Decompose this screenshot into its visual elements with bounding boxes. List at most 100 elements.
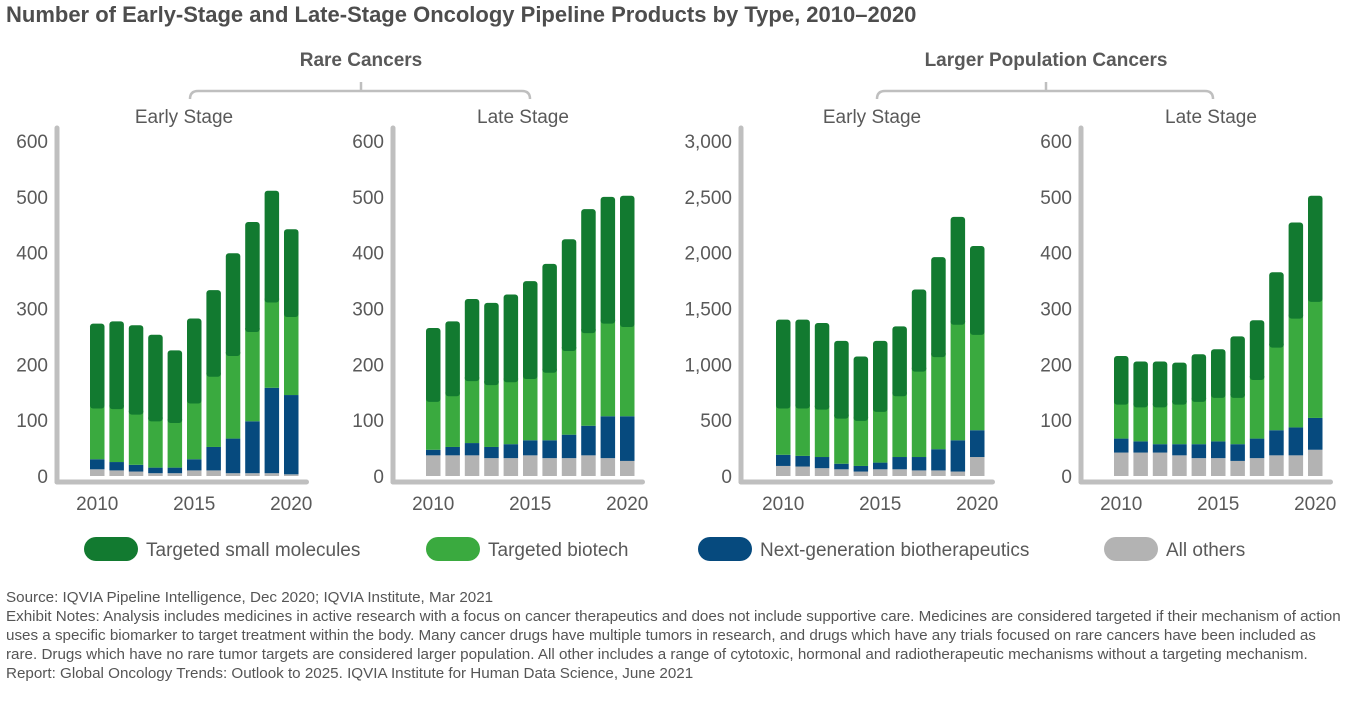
panel-3-bar-2014-next-generation-biotherapeutics <box>853 465 869 472</box>
panel-3-bar-2015-targeted-biotech <box>873 407 888 463</box>
legend-swatch-targeted-biotech <box>426 537 480 561</box>
panel-1-bar-2020-next-generation-biotherapeutics <box>284 395 299 475</box>
panel-1-bar-2018-next-generation-biotherapeutics <box>245 421 260 474</box>
panel-4-title: Late Stage <box>1165 107 1257 128</box>
panel-4-bar-2013-targeted-biotech <box>1172 400 1187 445</box>
panel-4-bar-2018-all-others <box>1269 455 1284 476</box>
panel-1-bar-2019-next-generation-biotherapeutics <box>264 387 280 474</box>
panel-1-bar-2016-next-generation-biotherapeutics <box>206 446 221 471</box>
panel-3-y-tick-label: 2,000 <box>684 244 732 265</box>
legend-label-all-others: All others <box>1166 540 1245 561</box>
panel-3-y-tick-label: 0 <box>721 467 732 488</box>
panel-1-bar-2012-targeted-small-molecules <box>128 325 144 415</box>
panel-3-x-tick-label: 2010 <box>762 494 804 515</box>
panel-2-bar-2012-targeted-biotech <box>464 377 480 444</box>
panel-4-bar-2020-targeted-small-molecules <box>1308 195 1323 302</box>
panel-1-x-tick-label: 2015 <box>173 494 215 515</box>
panel-1-bar-2014-targeted-biotech <box>167 419 183 468</box>
panel-3-bar-2013-targeted-small-molecules <box>834 340 849 419</box>
panel-1-bar-2011-targeted-small-molecules <box>109 321 124 410</box>
panel-2-bar-2020-targeted-small-molecules <box>620 195 635 328</box>
panel-4-bar-2017-all-others <box>1249 458 1265 476</box>
panel-1-bar-2017-targeted-biotech <box>225 352 241 439</box>
panel-4-bar-2020-next-generation-biotherapeutics <box>1308 417 1323 450</box>
panel-1-y-tick-label: 500 <box>16 188 48 209</box>
panel-4-y-tick-label: 500 <box>1040 188 1072 209</box>
panel-3-bar-2017-targeted-biotech <box>911 367 927 458</box>
chart-title: Number of Early-Stage and Late-Stage Onc… <box>6 2 917 27</box>
panel-4-y-tick-label: 300 <box>1040 300 1072 321</box>
panel-4-x-tick-label: 2015 <box>1197 494 1239 515</box>
panel-2-bar-2018-all-others <box>581 455 596 476</box>
panel-2-bar-2012-next-generation-biotherapeutics <box>464 443 480 456</box>
panel-3-bar-2011-all-others <box>795 466 810 476</box>
panel-1-bar-2015-targeted-biotech <box>187 399 202 460</box>
panel-2-bar-2015-all-others <box>523 455 538 476</box>
panel-2-y-tick-label: 0 <box>373 467 384 488</box>
panel-3-bar-2011-targeted-small-molecules <box>795 319 810 409</box>
legend-swatch-all-others <box>1104 537 1158 561</box>
panel-1-bar-2018-targeted-small-molecules <box>245 221 260 333</box>
panel-2-x-tick-label: 2020 <box>606 494 648 515</box>
panel-1-bar-2018-targeted-biotech <box>245 328 260 422</box>
panel-4-bar-2012-next-generation-biotherapeutics <box>1152 444 1168 453</box>
panel-2-bar-2013-targeted-small-molecules <box>484 302 499 386</box>
panel-4-bar-2015-next-generation-biotherapeutics <box>1211 441 1226 459</box>
panel-1-bar-2019-targeted-biotech <box>264 298 280 388</box>
panel-2-bar-2011-next-generation-biotherapeutics <box>445 446 460 456</box>
panel-4-bar-2011-targeted-biotech <box>1133 403 1148 442</box>
panel-1-bar-2020-targeted-small-molecules <box>284 229 299 317</box>
panel-3-bar-2012-next-generation-biotherapeutics <box>814 457 830 469</box>
panel-1-bar-2015-all-others <box>187 470 202 476</box>
panel-4-bar-2019-next-generation-biotherapeutics <box>1288 427 1304 456</box>
panel-4-bar-2012-targeted-biotech <box>1152 403 1168 445</box>
panel-2-bar-2015-targeted-biotech <box>523 374 538 441</box>
panel-1-bar-2016-targeted-small-molecules <box>206 290 221 377</box>
panel-2-bar-2016-next-generation-biotherapeutics <box>542 440 557 459</box>
exhibit-notes: Exhibit Notes: Analysis includes medicin… <box>6 608 1341 663</box>
legend-swatch-targeted-small-molecules <box>84 537 138 561</box>
panel-1-x-tick-label: 2020 <box>270 494 312 515</box>
panel-2-bar-2010-all-others <box>426 455 441 476</box>
group-label-larger-population-cancers: Larger Population Cancers <box>925 50 1168 71</box>
panel-3-bar-2017-targeted-small-molecules <box>911 289 927 372</box>
panel-1-bar-2015-targeted-small-molecules <box>187 318 202 404</box>
panel-4-bar-2019-targeted-biotech <box>1288 314 1304 428</box>
panel-3-bar-2015-all-others <box>873 469 888 476</box>
panel-2-bar-2016-targeted-biotech <box>542 368 557 441</box>
panel-4-x-tick-label: 2010 <box>1100 494 1142 515</box>
panel-3-title: Early Stage <box>823 107 921 128</box>
panel-2-bar-2018-targeted-small-molecules <box>581 209 596 334</box>
panel-2-bar-2014-next-generation-biotherapeutics <box>503 444 519 459</box>
panel-4-bar-2016-all-others <box>1230 460 1245 476</box>
panel-1-bar-2015-next-generation-biotherapeutics <box>187 459 202 471</box>
panel-2-bar-2020-next-generation-biotherapeutics <box>620 416 635 461</box>
panel-1-bar-2020-all-others <box>284 474 299 476</box>
panel-3-bar-2019-targeted-small-molecules <box>950 216 966 325</box>
panel-1-bar-2013-all-others <box>148 473 163 476</box>
panel-4-bar-2017-next-generation-biotherapeutics <box>1249 438 1265 459</box>
panel-3-bar-2020-next-generation-biotherapeutics <box>970 430 985 458</box>
panel-3-y-tick-label: 2,500 <box>684 188 732 209</box>
panel-1-bar-2013-next-generation-biotherapeutics <box>148 467 163 474</box>
panel-4-bar-2018-targeted-small-molecules <box>1269 272 1284 348</box>
panel-3-bar-2010-targeted-small-molecules <box>776 319 791 409</box>
panel-4-bar-2012-all-others <box>1152 452 1168 476</box>
panel-2-bar-2014-targeted-biotech <box>503 378 519 445</box>
panel-2-bar-2011-all-others <box>445 455 460 476</box>
panel-4-bar-2014-targeted-biotech <box>1191 397 1207 445</box>
panel-1-bar-2011-next-generation-biotherapeutics <box>109 462 124 471</box>
panel-1-bar-2019-targeted-small-molecules <box>264 190 280 303</box>
footnotes: Source: IQVIA Pipeline Intelligence, Dec… <box>6 588 1346 683</box>
panel-4-bar-2010-targeted-small-molecules <box>1114 355 1129 405</box>
panel-1-bar-2012-all-others <box>128 471 144 476</box>
panel-1-bar-2016-targeted-biotech <box>206 372 221 447</box>
panel-4-bar-2019-targeted-small-molecules <box>1288 222 1304 319</box>
panel-4-bar-2010-targeted-biotech <box>1114 400 1129 439</box>
panel-2-bar-2020-targeted-biotech <box>620 323 635 417</box>
panel-3-bar-2018-targeted-biotech <box>931 353 946 450</box>
panel-2-bar-2013-targeted-biotech <box>484 381 499 447</box>
panel-4-bar-2020-targeted-biotech <box>1308 297 1323 418</box>
panel-3-bar-2016-next-generation-biotherapeutics <box>892 457 907 470</box>
panel-2-bar-2016-all-others <box>542 458 557 476</box>
